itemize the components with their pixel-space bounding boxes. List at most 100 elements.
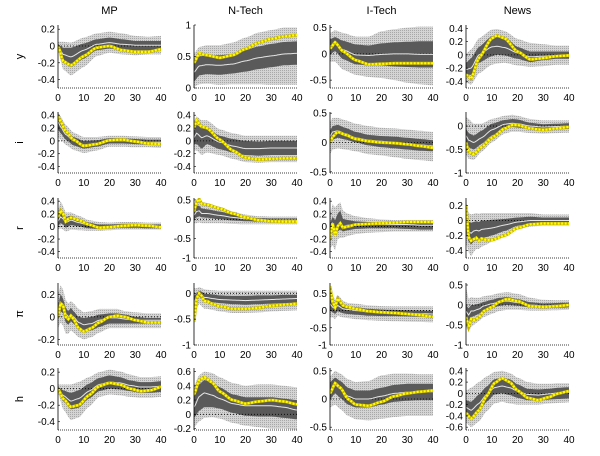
- inner-confidence-band: [194, 290, 297, 309]
- x-tick-label: 10: [486, 178, 498, 189]
- panel-plot-area: [194, 116, 297, 163]
- y-tick-label: 0.2: [177, 124, 191, 135]
- x-tick-label: 10: [350, 263, 362, 274]
- x-tick-label: 20: [376, 263, 388, 274]
- panel-mp-3: -0.2 0 0.2 0 10 20 30 40: [38, 283, 167, 361]
- x-tick-label: 0: [463, 263, 469, 274]
- panel-ntech-3: -1 -0.5 0 0 10 20 30 40: [174, 283, 303, 361]
- x-tick-label: 40: [563, 178, 575, 189]
- x-tick-label: 20: [104, 93, 116, 104]
- y-tick-label: 0.2: [313, 209, 327, 220]
- panel-plot-area: [330, 370, 433, 421]
- x-tick-label: 10: [78, 263, 90, 274]
- y-tick-label: 0: [457, 50, 463, 61]
- x-tick-label: 0: [463, 93, 469, 104]
- x-tick-label: 40: [427, 435, 439, 446]
- comparison-line: [194, 118, 297, 161]
- y-tick-label: 0.2: [41, 209, 55, 220]
- x-tick-label: 20: [240, 350, 252, 361]
- x-tick-label: 20: [376, 178, 388, 189]
- panel-plot-area: [58, 31, 161, 76]
- x-tick-label: 0: [191, 435, 197, 446]
- panel-ntech-2: -1 -0.5 0 0.5 0 10 20 30 40: [174, 195, 303, 274]
- y-tick-label: 0: [185, 410, 191, 421]
- y-tick-label: 0: [321, 222, 327, 233]
- x-tick-label: 40: [563, 435, 575, 446]
- panel-plot-area: [194, 371, 297, 430]
- x-tick-label: 10: [350, 178, 362, 189]
- y-tick-label: 0: [185, 84, 191, 95]
- panel-itech-3: -1 -0.5 0 0.5 0 10 20 30 40: [310, 283, 439, 361]
- y-tick-label: 0.4: [449, 366, 463, 377]
- x-tick-label: 20: [512, 435, 524, 446]
- x-tick-label: 10: [214, 263, 226, 274]
- x-tick-label: 40: [155, 178, 167, 189]
- row-label: h: [14, 396, 26, 402]
- y-tick-label: 0: [457, 389, 463, 400]
- x-tick-label: 10: [214, 178, 226, 189]
- panel-plot-area: [58, 369, 161, 421]
- x-tick-label: 10: [350, 435, 362, 446]
- inner-confidence-band: [466, 297, 569, 321]
- y-tick-label: 0: [457, 216, 463, 227]
- x-tick-label: 10: [350, 350, 362, 361]
- x-tick-label: 20: [104, 178, 116, 189]
- row-label: y: [14, 53, 26, 59]
- x-tick-label: 10: [486, 93, 498, 104]
- y-tick-label: 0: [185, 289, 191, 300]
- y-tick-label: -0.4: [310, 247, 328, 258]
- y-tick-label: 0.2: [41, 290, 55, 301]
- x-tick-label: 20: [240, 93, 252, 104]
- x-tick-label: 30: [402, 263, 414, 274]
- panel-plot-area: [466, 370, 569, 428]
- y-tick-label: 0: [321, 138, 327, 149]
- y-tick-label: -0.5: [446, 145, 464, 156]
- y-tick-label: -0.2: [38, 58, 56, 69]
- x-tick-label: 20: [376, 350, 388, 361]
- panel-ntech-4: -0.200.20.40.60 10 20 30 40: [174, 367, 303, 446]
- y-tick-label: -0.5: [174, 234, 192, 245]
- y-tick-label: 1: [185, 21, 191, 32]
- row-label: π: [14, 310, 26, 318]
- y-tick-label: -0.2: [38, 149, 56, 160]
- y-tick-label: -1: [318, 341, 327, 352]
- y-tick-label: -0.4: [38, 417, 56, 428]
- x-tick-label: 0: [327, 435, 333, 446]
- x-tick-label: 20: [512, 263, 524, 274]
- x-tick-label: 30: [266, 263, 278, 274]
- x-tick-label: 40: [155, 350, 167, 361]
- x-tick-label: 10: [78, 350, 90, 361]
- comparison-line: [330, 286, 433, 318]
- panel-plot-area: [58, 112, 161, 154]
- comparison-line: [466, 376, 569, 421]
- x-tick-label: 0: [55, 435, 61, 446]
- y-tick-label: -0.2: [174, 149, 192, 160]
- inner-confidence-band: [330, 298, 433, 318]
- x-tick-label: 40: [563, 93, 575, 104]
- y-tick-label: -0.5: [310, 323, 328, 334]
- inner-confidence-band: [58, 294, 161, 332]
- median-line: [194, 52, 297, 73]
- panel-mp-0: -0.4 -0.2 0 0.2 0 10 20 30 40: [38, 25, 167, 104]
- x-tick-label: 30: [538, 350, 550, 361]
- panel-plot-area: [194, 198, 297, 225]
- y-tick-label: 0: [321, 395, 327, 406]
- y-tick-label: 0.2: [41, 25, 55, 36]
- y-tick-label: 0.4: [313, 197, 327, 208]
- y-tick-label: -0.4: [446, 77, 464, 88]
- x-tick-label: 30: [538, 263, 550, 274]
- x-tick-label: 30: [130, 93, 142, 104]
- y-tick-label: -0.5: [310, 423, 328, 434]
- x-tick-label: 30: [266, 93, 278, 104]
- x-tick-label: 0: [463, 435, 469, 446]
- row-label: i: [14, 141, 26, 143]
- y-tick-label: -0.4: [38, 162, 56, 173]
- x-tick-label: 30: [130, 263, 142, 274]
- x-tick-label: 10: [78, 93, 90, 104]
- y-tick-label: 0.2: [449, 378, 463, 389]
- y-tick-label: 0: [49, 384, 55, 395]
- y-tick-label: 0.2: [449, 201, 463, 212]
- y-tick-label: -0.4: [446, 246, 464, 257]
- comparison-line: [466, 205, 569, 243]
